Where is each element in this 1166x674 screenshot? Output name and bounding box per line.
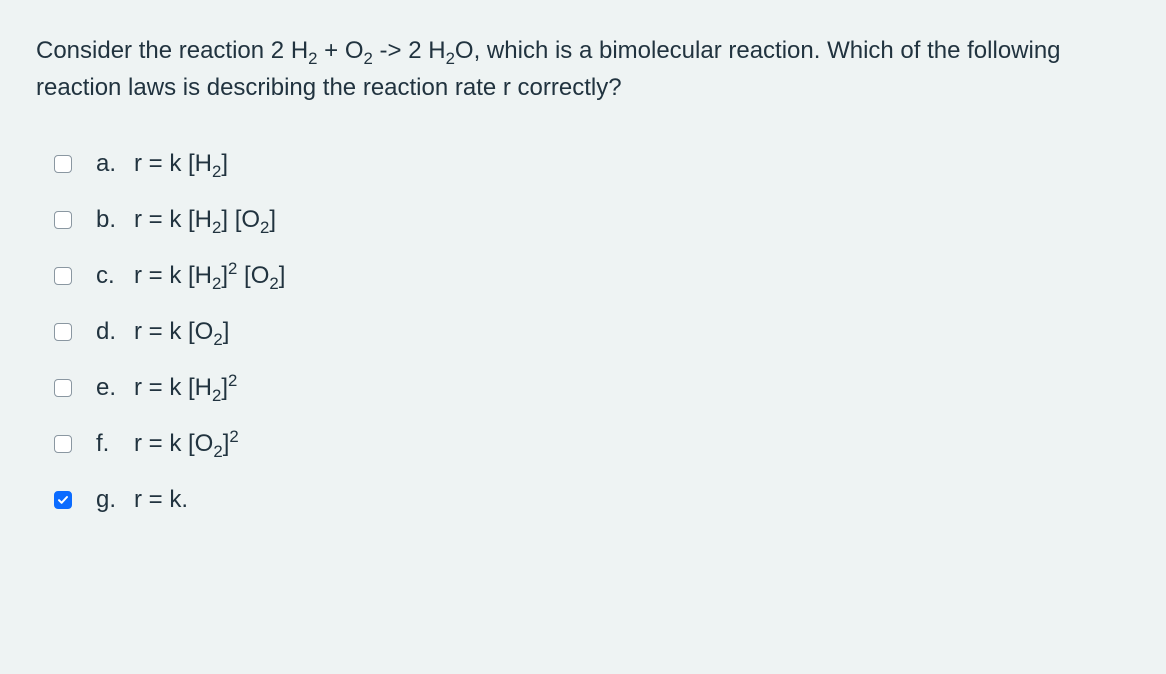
option-letter: g. — [96, 486, 134, 514]
option-checkbox[interactable] — [54, 323, 72, 341]
option-letter: e. — [96, 374, 134, 402]
question-text: Consider the reaction 2 H2 + O2 -> 2 H2O… — [36, 32, 1130, 106]
option-checkbox[interactable] — [54, 267, 72, 285]
option-text: r = k [O2] — [134, 318, 229, 346]
option-checkbox[interactable] — [54, 435, 72, 453]
option-checkbox[interactable] — [54, 211, 72, 229]
option-row: g.r = k. — [54, 486, 1130, 514]
option-letter: a. — [96, 150, 134, 178]
option-letter: c. — [96, 262, 134, 290]
option-checkbox[interactable] — [54, 491, 72, 509]
option-text: r = k. — [134, 486, 188, 514]
option-text: r = k [H2] [O2] — [134, 206, 276, 234]
option-row: a.r = k [H2] — [54, 150, 1130, 178]
checkmark-icon — [57, 494, 69, 506]
option-row: f.r = k [O2]2 — [54, 430, 1130, 458]
option-letter: d. — [96, 318, 134, 346]
option-letter: f. — [96, 430, 134, 458]
option-row: d.r = k [O2] — [54, 318, 1130, 346]
option-letter: b. — [96, 206, 134, 234]
option-text: r = k [H2]2 [O2] — [134, 262, 285, 290]
option-text: r = k [H2]2 — [134, 374, 237, 402]
option-checkbox[interactable] — [54, 155, 72, 173]
options-list: a.r = k [H2]b.r = k [H2] [O2]c.r = k [H2… — [36, 150, 1130, 514]
option-text: r = k [O2]2 — [134, 430, 239, 458]
option-row: b.r = k [H2] [O2] — [54, 206, 1130, 234]
option-row: e.r = k [H2]2 — [54, 374, 1130, 402]
option-text: r = k [H2] — [134, 150, 228, 178]
option-checkbox[interactable] — [54, 379, 72, 397]
option-row: c.r = k [H2]2 [O2] — [54, 262, 1130, 290]
